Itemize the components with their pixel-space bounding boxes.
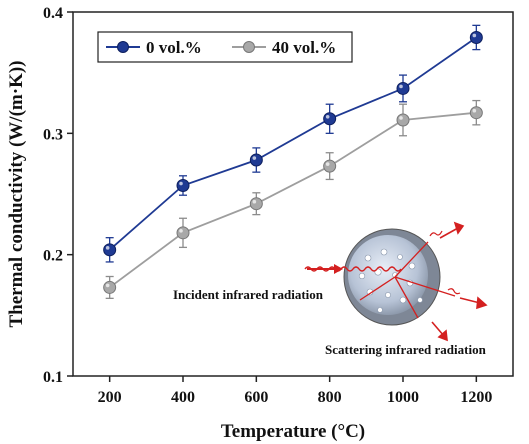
annotation-incident: Incident infrared radiation (173, 287, 324, 302)
data-point-highlight-0vol-2 (252, 156, 257, 160)
y-tick-label-1: 0.2 (43, 248, 63, 265)
data-point-highlight-40vol-5 (472, 108, 477, 113)
axis-ticks: 200 400 600 800 1000 1200 0.1 0.2 0.3 0.4 (43, 5, 492, 406)
squiggle-top (429, 230, 443, 237)
data-point-highlight-0vol-5 (472, 33, 477, 38)
annotation-scattering: Scattering infrared radiation (325, 342, 487, 357)
data-point-40vol-2 (249, 197, 263, 211)
data-point-40vol-5 (469, 106, 483, 120)
incident-wave (304, 266, 402, 272)
x-tick-label-4: 1000 (387, 389, 419, 406)
data-point-0vol-0 (103, 243, 117, 257)
legend-label-40vol: 40 vol.% (272, 38, 336, 57)
data-point-40vol-1 (176, 226, 190, 240)
data-point-highlight-40vol-3 (325, 162, 330, 166)
data-point-highlight-0vol-4 (399, 84, 403, 89)
plot-frame (72, 11, 514, 377)
scattered-rays (359, 241, 456, 319)
legend-label-0vol: 0 vol.% (146, 38, 202, 57)
y-tick-label-2: 0.3 (43, 126, 63, 143)
series-layer (103, 24, 483, 299)
data-point-highlight-40vol-4 (399, 116, 403, 120)
pore-particles (358, 248, 423, 313)
outgoing-arrows (431, 221, 488, 342)
x-tick-label-0: 200 (98, 389, 122, 406)
data-point-highlight-40vol-2 (252, 199, 257, 204)
y-tick-label-0: 0.1 (43, 369, 63, 386)
data-point-40vol-3 (323, 159, 337, 173)
data-point-0vol-4 (396, 81, 410, 95)
legend-box (97, 31, 353, 63)
legend-marker-40vol (243, 41, 255, 53)
y-axis-label: Thermal conductivity (W/(m·K)) (6, 60, 27, 327)
data-point-0vol-1 (176, 179, 190, 193)
series-line-40vol (109, 111, 477, 289)
data-point-0vol-2 (249, 153, 263, 167)
data-point-0vol-5 (469, 30, 483, 44)
x-axis-label: Temperature (°C) (221, 421, 365, 442)
x-tick-label-3: 800 (318, 389, 342, 406)
x-tick-label-1: 400 (171, 389, 195, 406)
data-point-40vol-4 (396, 113, 410, 127)
legend: 0 vol.% 40 vol.% (97, 31, 353, 63)
x-tick-label-5: 1200 (460, 389, 492, 406)
y-tick-label-3: 0.4 (43, 5, 63, 22)
scattering-inset-diagram: Incident infrared radiation Scattering i… (173, 221, 488, 357)
x-tick-label-2: 600 (244, 389, 268, 406)
data-point-highlight-40vol-0 (105, 283, 110, 288)
legend-marker-0vol (117, 41, 129, 53)
series-line-0vol (109, 36, 477, 251)
data-point-0vol-3 (323, 112, 337, 126)
squiggle-right (447, 288, 461, 295)
incident-arrowhead (334, 264, 343, 274)
data-point-40vol-0 (103, 280, 117, 294)
data-point-highlight-0vol-0 (105, 246, 110, 250)
data-point-highlight-0vol-1 (179, 181, 183, 186)
data-point-highlight-40vol-1 (179, 229, 183, 233)
data-point-highlight-0vol-3 (325, 114, 330, 119)
